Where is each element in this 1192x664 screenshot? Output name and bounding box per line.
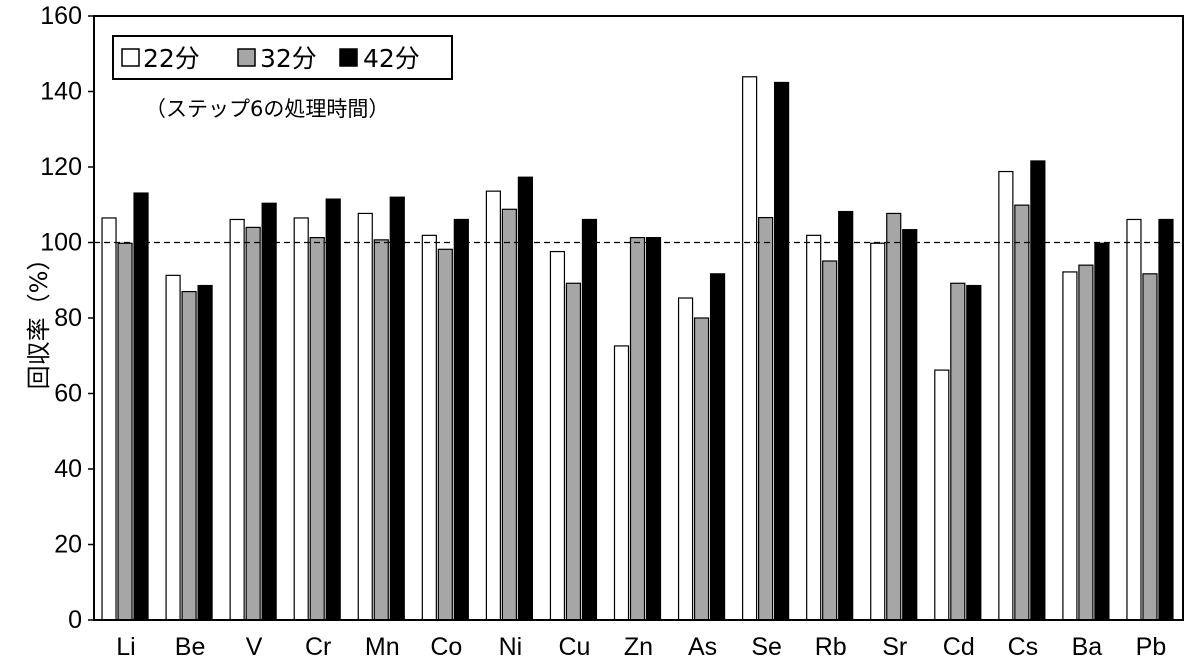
x-tick-label-cu: Cu xyxy=(558,633,590,661)
x-tick-label-cd: Cd xyxy=(943,633,975,661)
bar-se-42分 xyxy=(774,81,790,621)
legend-label-42min: 42分 xyxy=(363,44,420,73)
bar-ba-32分 xyxy=(1078,264,1094,621)
legend-swatch-32min xyxy=(237,48,256,67)
y-tick-label: 140 xyxy=(40,78,82,106)
y-tick-label: 60 xyxy=(54,380,82,408)
x-tick-label-pb: Pb xyxy=(1136,633,1167,661)
bar-li-32分 xyxy=(117,242,133,621)
bar-ba-22分 xyxy=(1062,271,1078,621)
x-tick-label-rb: Rb xyxy=(815,633,847,661)
x-tick-label-mn: Mn xyxy=(365,633,400,661)
bar-as-32分 xyxy=(693,317,710,621)
bar-v-42分 xyxy=(261,202,277,621)
x-tick-label-be: Be xyxy=(175,633,206,661)
bar-mn-42分 xyxy=(389,196,405,621)
x-axis-labels: Li Be V Cr Mn Co Ni Cu Zn As Se Rb Sr Cd Cs Ba Pb xyxy=(116,633,1166,661)
x-tick-label-cs: Cs xyxy=(1008,633,1039,661)
bar-co-32分 xyxy=(437,248,453,621)
legend-label-22min: 22分 xyxy=(143,44,200,73)
bar-zn-32分 xyxy=(629,236,646,621)
x-tick-label-co: Co xyxy=(430,633,462,661)
bar-sr-22分 xyxy=(870,242,886,621)
bar-cd-42分 xyxy=(966,284,982,621)
bar-cs-32分 xyxy=(1014,204,1030,621)
y-tick-label: 40 xyxy=(54,455,82,483)
legend-label-32min: 32分 xyxy=(260,44,317,73)
x-tick-label-zn: Zn xyxy=(624,633,653,661)
bar-li-42分 xyxy=(133,192,149,621)
x-tick-label-ba: Ba xyxy=(1072,633,1103,661)
bar-cu-32分 xyxy=(565,282,582,621)
legend-box xyxy=(112,35,453,80)
bar-ni-32分 xyxy=(501,208,517,621)
y-tick-label: 120 xyxy=(40,153,82,181)
legend-note: （ステップ6の処理時間） xyxy=(145,97,389,121)
bar-be-22分 xyxy=(165,274,181,621)
bar-ni-22分 xyxy=(485,190,501,621)
bar-ba-42分 xyxy=(1094,242,1110,621)
bar-li-22分 xyxy=(101,217,117,621)
bar-ni-42分 xyxy=(517,176,533,621)
bar-se-22分 xyxy=(742,76,758,621)
bar-sr-42分 xyxy=(902,229,918,621)
legend-swatch-42min xyxy=(339,48,358,67)
y-axis-ticks: 0 20 40 60 80 100 120 140 160 xyxy=(40,2,94,634)
bar-zn-22分 xyxy=(613,345,630,621)
bar-cu-42分 xyxy=(581,218,598,621)
x-tick-label-as: As xyxy=(688,633,717,661)
bar-cd-22分 xyxy=(934,369,950,621)
bars xyxy=(101,76,1174,621)
bar-rb-32分 xyxy=(822,260,838,621)
bar-as-22分 xyxy=(677,297,694,621)
bar-rb-22分 xyxy=(806,234,822,621)
y-tick-label: 20 xyxy=(54,531,82,559)
bar-co-42分 xyxy=(453,218,469,621)
x-tick-label-sr: Sr xyxy=(882,633,907,661)
bar-pb-32分 xyxy=(1142,273,1158,621)
x-tick-label-ni: Ni xyxy=(499,633,523,661)
bar-v-22分 xyxy=(229,218,245,621)
bar-cu-22分 xyxy=(549,250,566,621)
plot-area-frame xyxy=(93,15,1184,621)
bar-co-22分 xyxy=(421,234,437,621)
bar-pb-22分 xyxy=(1126,218,1142,621)
bar-be-42分 xyxy=(197,284,213,621)
legend-swatch-22min xyxy=(121,48,140,67)
bar-mn-22分 xyxy=(357,212,373,621)
bar-cr-42分 xyxy=(325,198,341,621)
x-tick-label-v: V xyxy=(246,633,263,661)
bar-cr-22分 xyxy=(293,217,309,621)
bar-pb-42分 xyxy=(1158,218,1174,621)
x-tick-label-li: Li xyxy=(116,633,135,661)
y-tick-label: 0 xyxy=(68,606,82,634)
bar-cs-42分 xyxy=(1030,160,1046,621)
bar-v-32分 xyxy=(245,226,261,621)
bar-be-32分 xyxy=(181,290,197,621)
bar-se-32分 xyxy=(758,216,774,621)
bar-as-42分 xyxy=(709,273,726,621)
bar-cr-32分 xyxy=(309,236,325,621)
x-tick-label-se: Se xyxy=(751,633,782,661)
bar-cd-32分 xyxy=(950,282,966,621)
y-tick-label: 100 xyxy=(40,229,82,257)
bar-mn-32分 xyxy=(373,239,389,621)
y-axis-title: 回収率（%） xyxy=(25,247,53,390)
bar-sr-32分 xyxy=(886,212,902,621)
y-tick-label: 80 xyxy=(54,304,82,332)
bar-rb-42分 xyxy=(838,210,854,621)
bar-zn-42分 xyxy=(645,236,662,621)
legend: 22分 32分 42分 xyxy=(112,35,453,80)
x-tick-label-cr: Cr xyxy=(305,633,331,661)
y-tick-label: 160 xyxy=(40,2,82,30)
bar-cs-22分 xyxy=(998,170,1014,621)
